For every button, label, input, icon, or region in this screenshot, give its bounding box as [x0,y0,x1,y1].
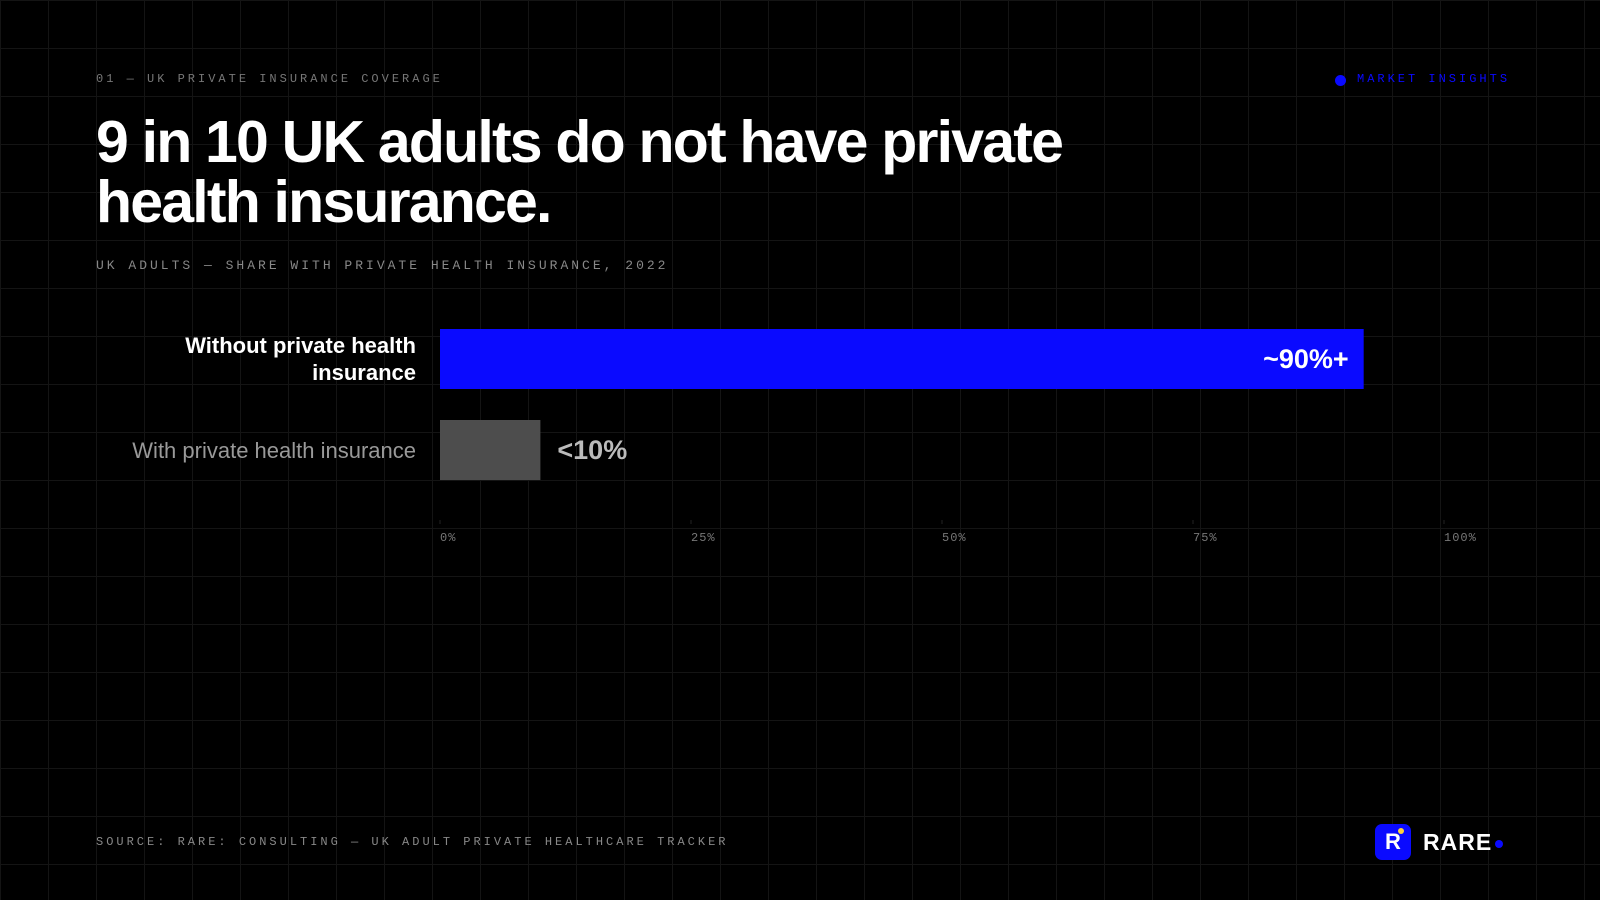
x-tick-label: 75% [1193,531,1218,545]
brand-dot [1398,828,1404,834]
brand-mark: R [1375,824,1411,860]
x-tick-label: 0% [440,531,456,545]
category-label: Without private health insurance [185,333,416,385]
value-label: ~90%+ [1263,344,1349,374]
tag: MARKET INSIGHTS [1357,72,1511,86]
bar [440,329,1364,389]
brand-name: RARE [1423,829,1493,855]
value-label: <10% [557,435,627,465]
brand-dot-blue [1495,840,1503,848]
bar [440,420,541,480]
eyebrow: 01 — UK PRIVATE INSURANCE COVERAGE [96,72,443,86]
chart-subtitle: UK ADULTS — SHARE WITH PRIVATE HEALTH IN… [96,258,669,273]
x-tick-label: 25% [691,531,716,545]
category-label: With private health insurance [132,437,416,463]
x-tick-label: 100% [1444,531,1477,545]
source: SOURCE: RARE: CONSULTING — UK ADULT PRIV… [96,835,729,849]
headline: 9 in 10 UK adults do not have private he… [96,109,1064,235]
tag-dot [1335,75,1346,86]
x-tick-label: 50% [942,531,967,545]
